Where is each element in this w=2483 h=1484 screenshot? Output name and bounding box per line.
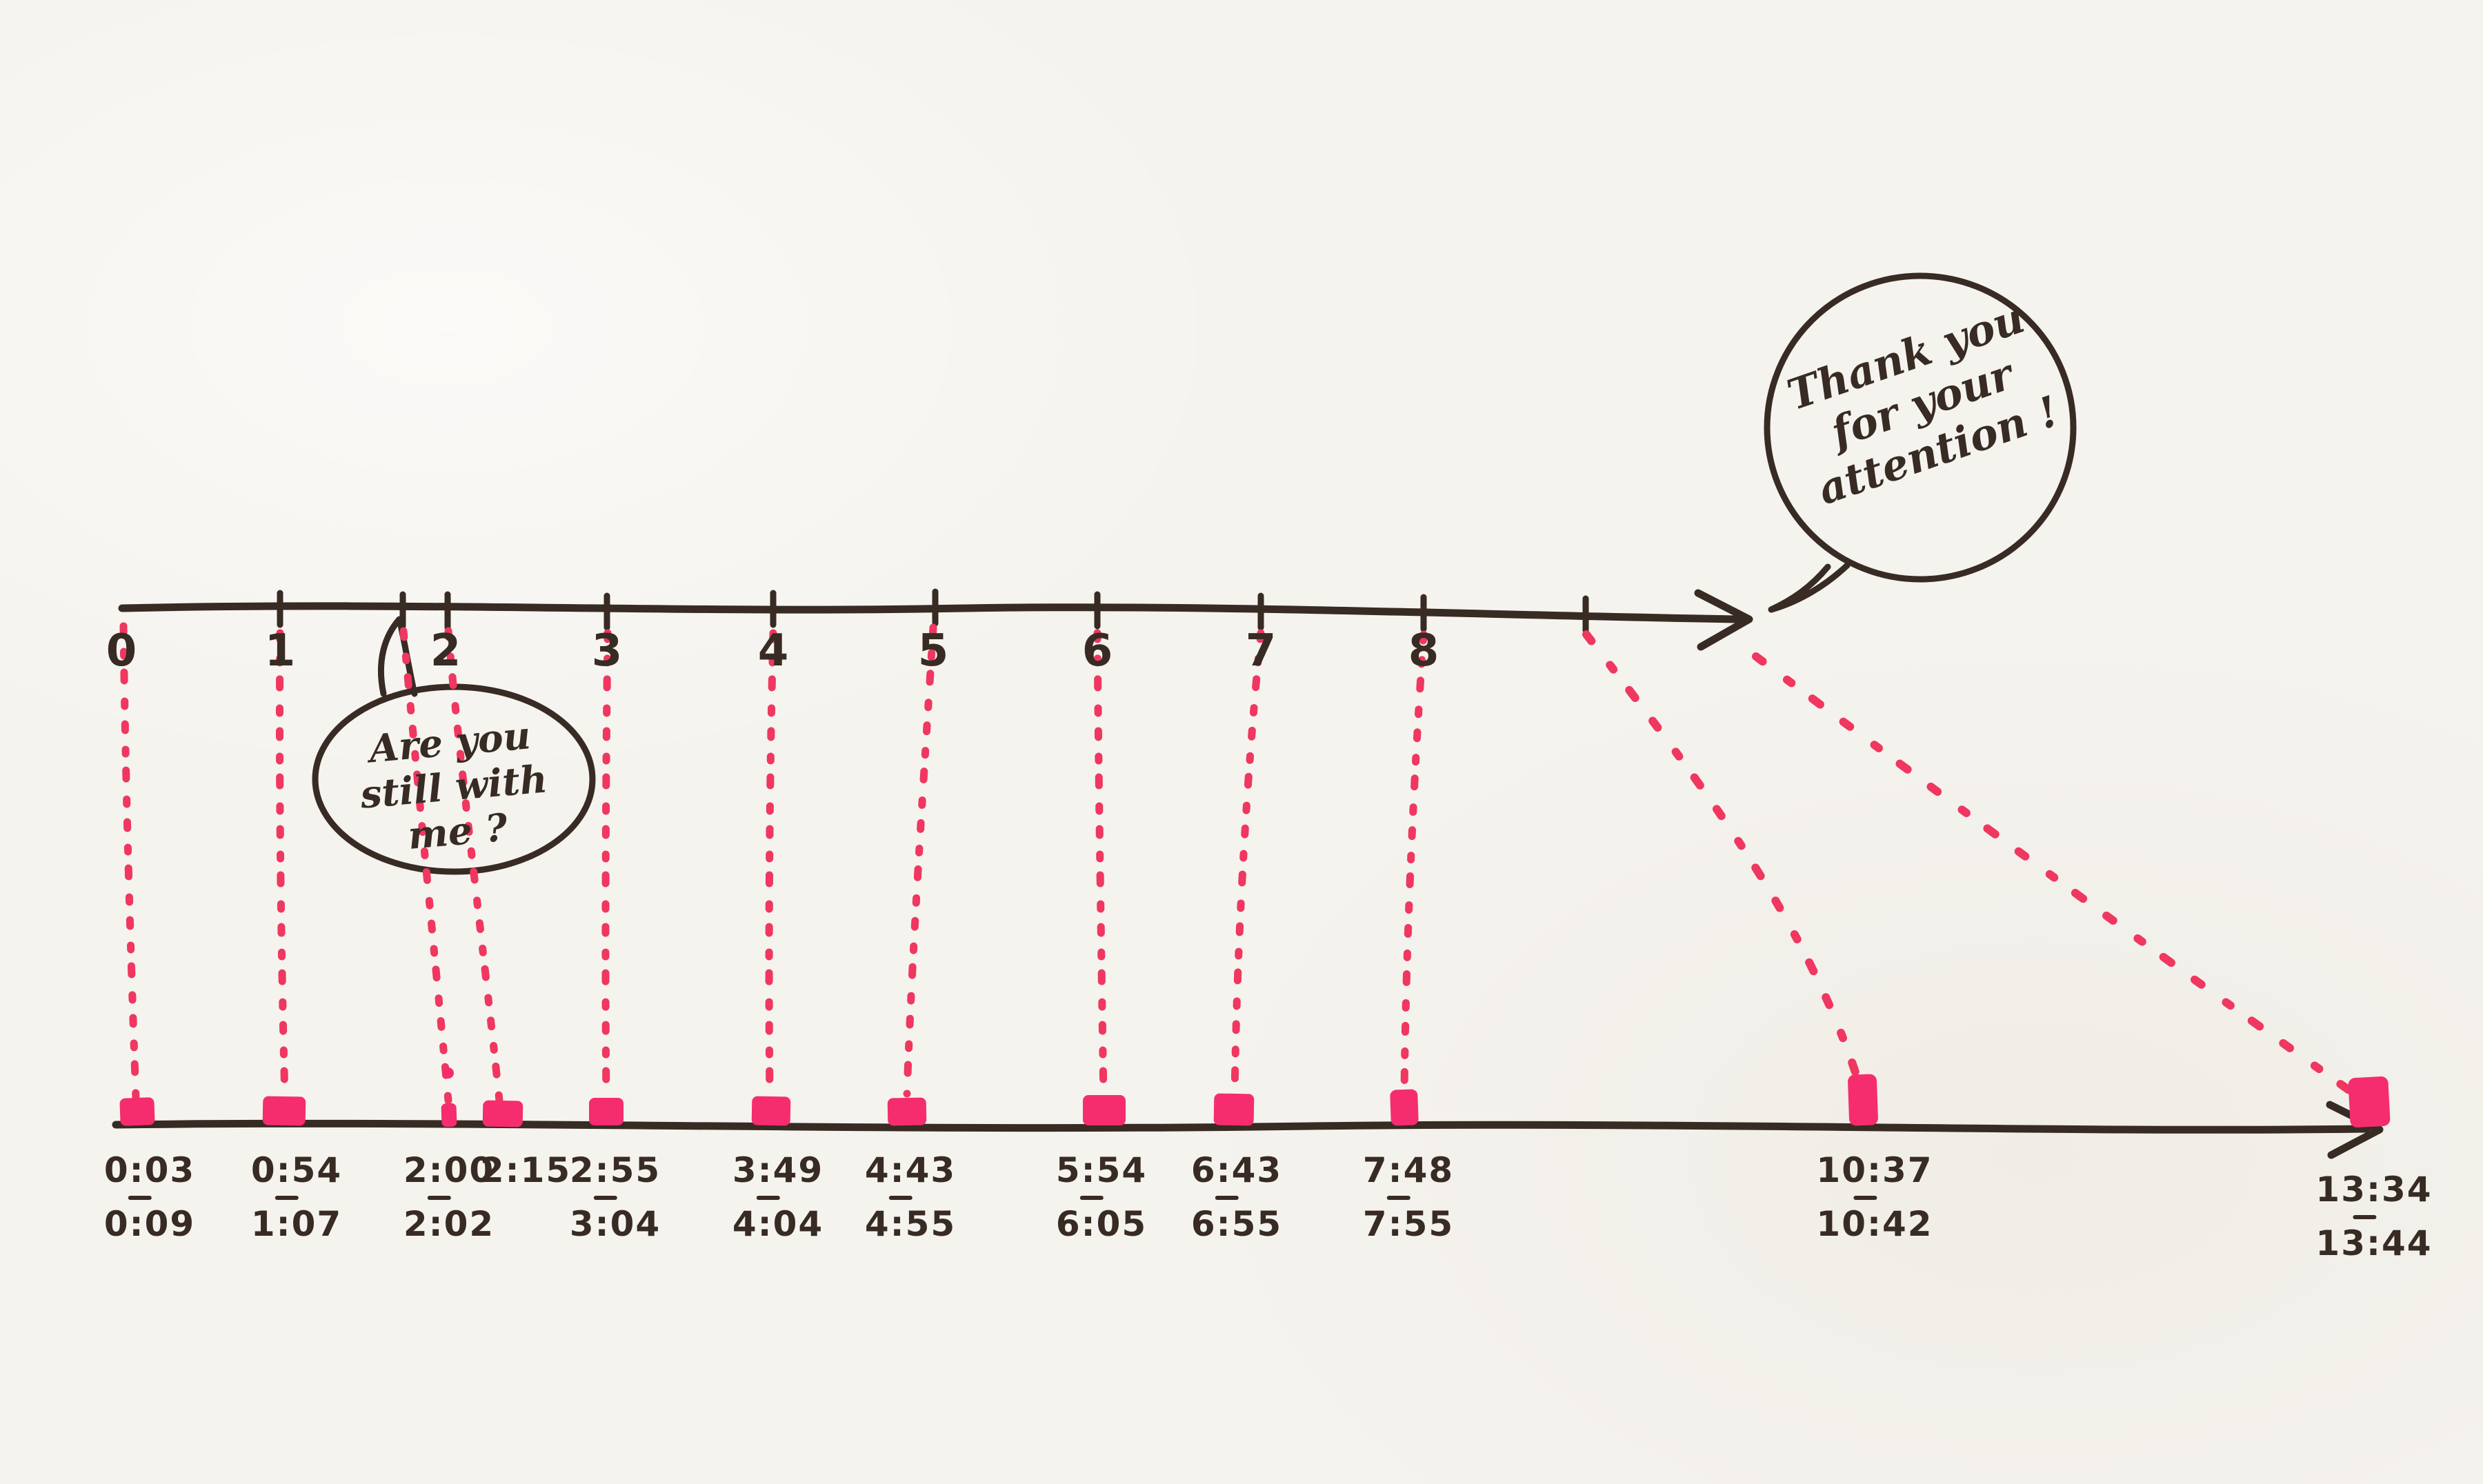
time-label-4-43: 4:43 4:55 [865,1153,956,1241]
highlight-0-54 [262,1096,306,1126]
time-end: 6:55 [1190,1204,1283,1244]
highlight-7-48 [1390,1089,1419,1126]
slide-label-1: 1 [264,625,296,676]
range-dash [128,1196,152,1200]
time-start: 2:15 [479,1150,572,1190]
connector-slide-3 [601,629,612,1102]
range-dash [1080,1196,1104,1200]
time-end: 2:02 [403,1204,495,1244]
time-end: 13:44 [2315,1223,2433,1263]
speech-bubble-thanks [1764,272,2077,613]
highlight-6-43 [1213,1093,1255,1126]
range-dash [1215,1196,1239,1200]
highlight-3-49 [751,1096,791,1126]
highlight-10-37 [1848,1074,1878,1126]
highlight-2-00 [441,1103,457,1127]
time-start: 3:49 [732,1150,824,1190]
connector-slide-7 [1230,629,1265,1102]
time-label-0-03: 0:03 0:09 [104,1153,195,1241]
time-end: 0:09 [103,1204,196,1244]
range-dash [1387,1196,1410,1200]
highlight-2-00-speck [443,1067,454,1079]
slide-label-2: 2 [430,625,461,676]
connector-slide-8 [1400,630,1428,1098]
connector-slide-2-return [444,627,503,1105]
range-dash [275,1196,299,1200]
time-end: 4:04 [732,1204,824,1244]
highlight-13-34 [2348,1076,2391,1127]
slide-label-0: 0 [106,625,137,676]
time-axis-line [112,1119,2371,1134]
time-label-0-54: 0:54 1:07 [251,1153,342,1241]
slide-label-5: 5 [917,625,949,676]
slide-axis [118,588,1753,651]
time-highlight-marks [119,1067,2391,1127]
time-start: 5:54 [1055,1150,1148,1190]
connector-slide-5 [903,623,937,1098]
connector-slide-2-first [399,627,452,1105]
time-end: 1:07 [250,1204,343,1244]
question-bubble-text: Are you still with me ? [317,709,590,865]
slide-axis-arrowhead [1694,589,1753,651]
range-dash [428,1196,451,1200]
time-end: 4:55 [864,1204,957,1244]
time-label-2-15: 2:15 [480,1153,571,1187]
thanks-bubble-outline [1764,272,2077,583]
time-start: 2:55 [569,1150,661,1190]
time-start: 7:48 [1362,1150,1455,1190]
highlight-4-43 [887,1097,927,1126]
connector-end [1752,652,2370,1106]
time-start: 0:54 [250,1150,343,1190]
time-end: 6:05 [1055,1204,1148,1244]
time-label-2-00: 2:00 2:02 [403,1153,495,1241]
range-dash [594,1196,617,1200]
highlight-0-03 [119,1097,155,1126]
slide-label-8: 8 [1408,625,1439,676]
slide-label-3: 3 [591,625,623,676]
time-label-10-37: 10:37 10:42 [1816,1153,1933,1241]
question-bubble-tail [377,616,418,697]
time-axis-arrowhead [2326,1101,2384,1159]
slide-label-6: 6 [1081,625,1113,676]
time-start: 6:43 [1190,1150,1283,1190]
connector-slide-0 [119,622,140,1102]
time-label-7-48: 7:48 7:55 [1363,1153,1454,1241]
time-start: 0:03 [103,1150,196,1190]
time-label-13-34: 13:34 13:44 [2315,1172,2432,1261]
time-end: 10:42 [1816,1204,1933,1244]
time-start: 10:37 [1816,1150,1933,1190]
time-label-3-49: 3:49 4:04 [732,1153,824,1241]
connector-lines [119,622,2370,1106]
time-axis [112,1101,2384,1159]
slide-label-4: 4 [757,625,789,676]
time-end: 3:04 [569,1204,661,1244]
time-label-2-55: 2:55 3:04 [570,1153,661,1241]
time-label-5-54: 5:54 6:05 [1056,1153,1147,1241]
slide-label-7: 7 [1245,625,1277,676]
time-start: 2:00 [403,1150,495,1190]
range-dash [757,1196,780,1200]
range-dash [889,1196,913,1200]
connector-slide-1 [275,629,289,1102]
range-dash [2353,1215,2376,1219]
slide-axis-line [118,602,1744,623]
highlight-2-55 [589,1098,624,1125]
connector-unlabeled [1582,630,1866,1098]
highlight-2-15 [482,1100,523,1127]
connector-slide-6 [1093,629,1108,1102]
highlight-5-54 [1083,1095,1126,1125]
connector-slide-4 [765,629,777,1102]
time-label-6-43: 6:43 6:55 [1191,1153,1282,1241]
time-end: 7:55 [1362,1204,1455,1244]
range-dash [1853,1196,1877,1200]
time-start: 13:34 [2315,1170,2433,1210]
time-start: 4:43 [864,1150,957,1190]
thanks-bubble-tail [1768,562,1851,613]
